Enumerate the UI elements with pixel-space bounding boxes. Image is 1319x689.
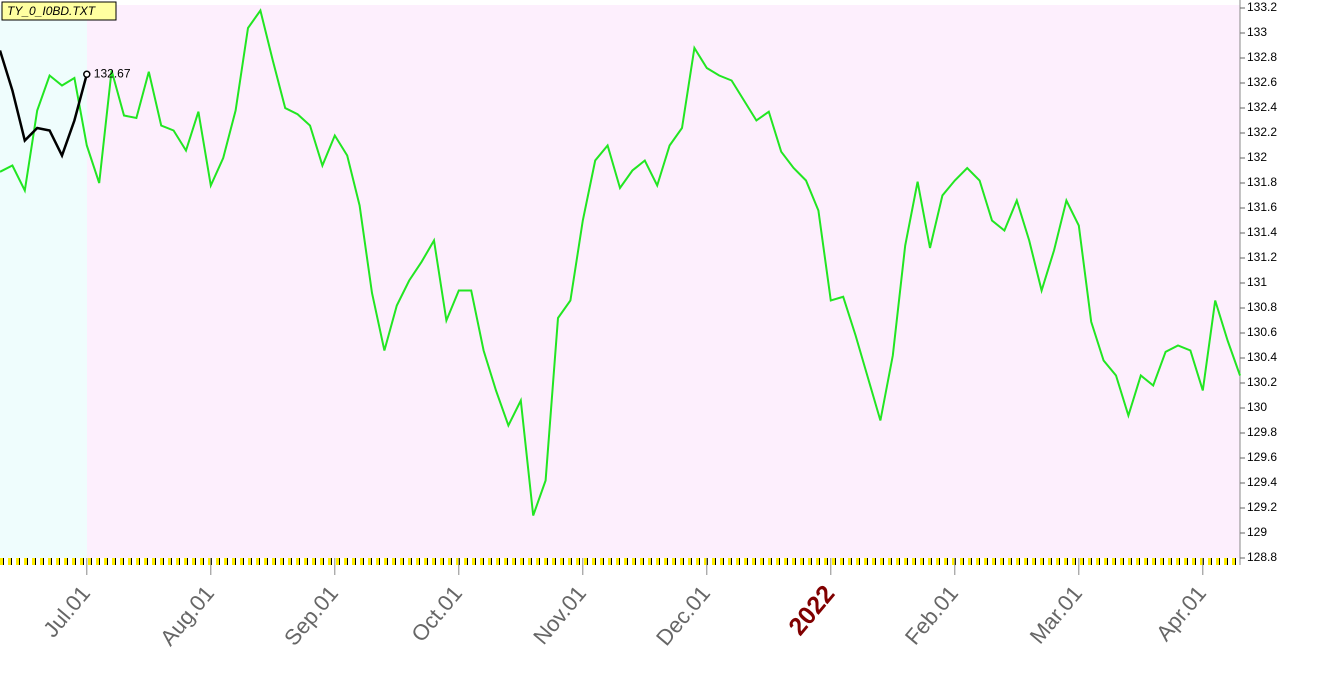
y-tick-label: 130.2 [1247, 375, 1277, 389]
x-tick-label: Mar.01 [1025, 581, 1087, 649]
series-line [0, 50, 89, 159]
y-tick-label: 130.8 [1247, 300, 1277, 314]
y-tick-label: 133.2 [1247, 0, 1277, 14]
x-tick-label: Nov.01 [528, 581, 591, 649]
x-tick-label: Apr.01 [1151, 581, 1211, 646]
chart-title: TY_0_I0BD.TXT [7, 4, 97, 18]
y-tick-label: 131.2 [1247, 250, 1277, 264]
end-marker [83, 70, 91, 78]
x-tick-label: Sep.01 [279, 581, 343, 650]
y-tick-label: 133 [1247, 25, 1267, 39]
y-tick-label: 132.6 [1247, 75, 1277, 89]
y-tick-label: 130.4 [1247, 350, 1277, 364]
y-tick-label: 132.8 [1247, 50, 1277, 64]
y-tick-label: 131.6 [1247, 200, 1277, 214]
past-region [0, 5, 87, 558]
y-tick-label: 132 [1247, 150, 1267, 164]
plot-background [87, 5, 1240, 558]
y-tick-label: 129.2 [1247, 500, 1277, 514]
y-tick-label: 129 [1247, 525, 1267, 539]
y-tick-label: 130.6 [1247, 325, 1277, 339]
tick-strip [0, 558, 1240, 565]
x-tick-label: Dec.01 [651, 581, 715, 650]
y-tick-label: 129.6 [1247, 450, 1277, 464]
y-tick-label: 131.8 [1247, 175, 1277, 189]
x-tick-label: Oct.01 [406, 581, 467, 647]
y-tick-label: 129.8 [1247, 425, 1277, 439]
y-tick-label: 128.8 [1247, 550, 1277, 564]
value-label: 132.67 [94, 66, 131, 80]
title-box [1, 1, 117, 21]
series-line [0, 8, 1241, 516]
x-tick-label: 2022 [783, 580, 840, 641]
y-tick-label: 130 [1247, 400, 1267, 414]
x-tick-label: Jul.01 [38, 581, 95, 642]
x-tick-label: Feb.01 [900, 581, 963, 650]
y-tick-label: 132.4 [1247, 100, 1277, 114]
y-tick-label: 129.4 [1247, 475, 1277, 489]
x-tick-label: Aug.01 [155, 581, 219, 650]
y-tick-label: 132.2 [1247, 125, 1277, 139]
y-tick-label: 131 [1247, 275, 1267, 289]
y-tick-label: 131.4 [1247, 225, 1277, 239]
